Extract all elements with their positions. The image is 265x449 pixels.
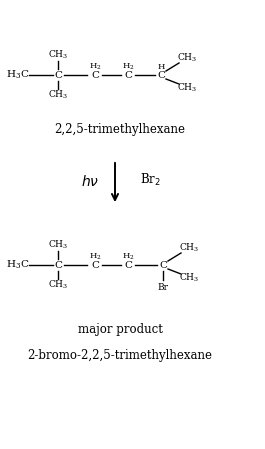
Text: C: C <box>157 71 165 80</box>
Text: $\mathregular{H_3C}$: $\mathregular{H_3C}$ <box>6 259 30 271</box>
Text: $\mathregular{CH_3}$: $\mathregular{CH_3}$ <box>179 242 199 254</box>
Text: $\mathregular{H_2}$: $\mathregular{H_2}$ <box>89 62 101 72</box>
Text: $\mathregular{CH_3}$: $\mathregular{CH_3}$ <box>48 239 68 251</box>
Text: $h\nu$: $h\nu$ <box>81 175 99 189</box>
Text: Br: Br <box>157 282 169 291</box>
Text: $\mathregular{H_2}$: $\mathregular{H_2}$ <box>122 62 134 72</box>
Text: $\mathregular{H_2}$: $\mathregular{H_2}$ <box>122 252 134 262</box>
Text: C: C <box>91 71 99 80</box>
Text: 2-bromo-2,2,5-trimethylhexane: 2-bromo-2,2,5-trimethylhexane <box>28 348 213 361</box>
Text: $\mathregular{CH_3}$: $\mathregular{CH_3}$ <box>177 52 197 64</box>
Text: $\mathregular{H_2}$: $\mathregular{H_2}$ <box>89 252 101 262</box>
Text: $\mathregular{CH_3}$: $\mathregular{CH_3}$ <box>48 89 68 101</box>
Text: $\mathregular{CH_3}$: $\mathregular{CH_3}$ <box>48 49 68 61</box>
Text: $\mathregular{CH_3}$: $\mathregular{CH_3}$ <box>179 272 199 284</box>
Text: C: C <box>159 260 167 269</box>
Text: 2,2,5-trimethylhexane: 2,2,5-trimethylhexane <box>55 123 186 136</box>
Text: C: C <box>91 261 99 270</box>
Text: C: C <box>54 260 62 269</box>
Text: $\mathregular{H_3C}$: $\mathregular{H_3C}$ <box>6 69 30 81</box>
Text: $\mathregular{CH_3}$: $\mathregular{CH_3}$ <box>177 82 197 94</box>
Text: H: H <box>157 63 165 71</box>
Text: $\mathregular{CH_3}$: $\mathregular{CH_3}$ <box>48 279 68 291</box>
Text: C: C <box>54 70 62 79</box>
Text: Br$_2$: Br$_2$ <box>140 172 160 188</box>
Text: C: C <box>124 71 132 80</box>
Text: C: C <box>124 261 132 270</box>
Text: major product: major product <box>78 323 162 336</box>
